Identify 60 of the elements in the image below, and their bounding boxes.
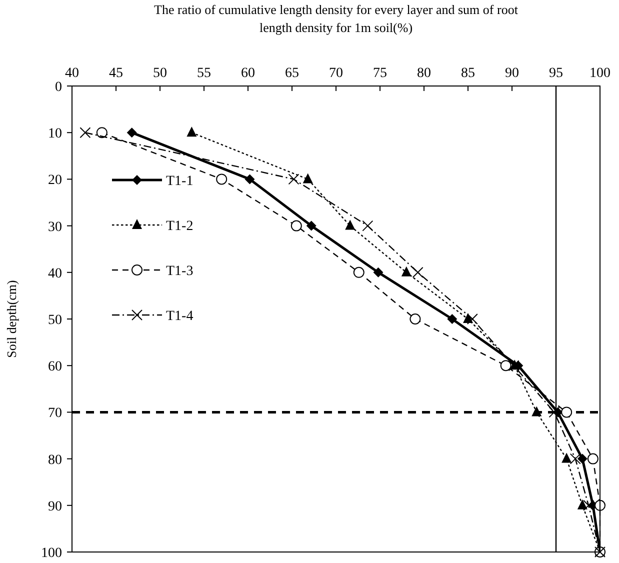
point — [583, 500, 594, 511]
y-tick-label: 60 — [48, 360, 62, 375]
point — [186, 126, 197, 137]
legend-label: T1-1 — [166, 174, 194, 189]
legend-label: T1-3 — [166, 264, 194, 279]
y-axis-title: Soil depth(cm) — [4, 280, 19, 358]
point — [561, 406, 572, 418]
point — [447, 314, 458, 324]
x-tick-label: 75 — [373, 66, 387, 81]
point — [362, 220, 374, 232]
x-tick-label: 40 — [65, 66, 79, 81]
x-tick-label: 50 — [153, 66, 167, 81]
point — [401, 266, 412, 276]
point — [216, 174, 228, 185]
point — [353, 266, 364, 278]
point — [587, 453, 598, 464]
point — [306, 220, 316, 231]
x-tick-label: 100 — [590, 66, 610, 81]
x-tick-label: 85 — [461, 66, 475, 81]
y-tick-label: 80 — [48, 452, 62, 468]
point — [577, 499, 588, 510]
x-tick-label: 90 — [505, 66, 519, 81]
point — [410, 314, 421, 324]
y-tick-label: 10 — [48, 126, 62, 142]
point — [288, 174, 300, 185]
x-tick-label: 80 — [417, 66, 431, 81]
x-tick-label: 65 — [285, 66, 299, 81]
y-tick-label: 70 — [48, 406, 62, 422]
point — [290, 220, 302, 232]
y-tick-label: 100 — [41, 546, 62, 561]
y-tick-label: 30 — [48, 220, 62, 235]
point — [548, 406, 560, 418]
x-tick-label: 45 — [109, 66, 123, 81]
point — [345, 220, 356, 230]
point — [500, 360, 512, 372]
point — [577, 454, 588, 464]
point — [96, 127, 108, 138]
point — [302, 173, 313, 184]
x-tick-label: 55 — [197, 66, 211, 81]
y-tick-label: 50 — [48, 313, 62, 328]
legend-label: T1-2 — [166, 219, 194, 234]
x-axis-title: The ratio of cumulative length density for every layer and sum of root length density for 1m soil(%) — [154, 2, 518, 35]
x-tick-label: 95 — [549, 66, 563, 81]
y-tick-label: 40 — [48, 266, 62, 282]
y-tick-label: 90 — [48, 499, 62, 514]
y-tick-label: 0 — [55, 80, 62, 95]
point — [244, 174, 255, 184]
point — [466, 314, 478, 324]
point — [412, 266, 424, 278]
y-tick-label: 20 — [48, 173, 62, 188]
point — [594, 500, 606, 511]
point — [373, 267, 384, 278]
point — [562, 452, 572, 463]
legend-label: T1-4 — [166, 309, 194, 324]
x-tick-label: 70 — [329, 66, 343, 81]
point — [532, 406, 542, 416]
point — [126, 128, 137, 138]
point — [570, 453, 581, 464]
point — [80, 127, 91, 138]
x-tick-label: 60 — [241, 66, 255, 81]
